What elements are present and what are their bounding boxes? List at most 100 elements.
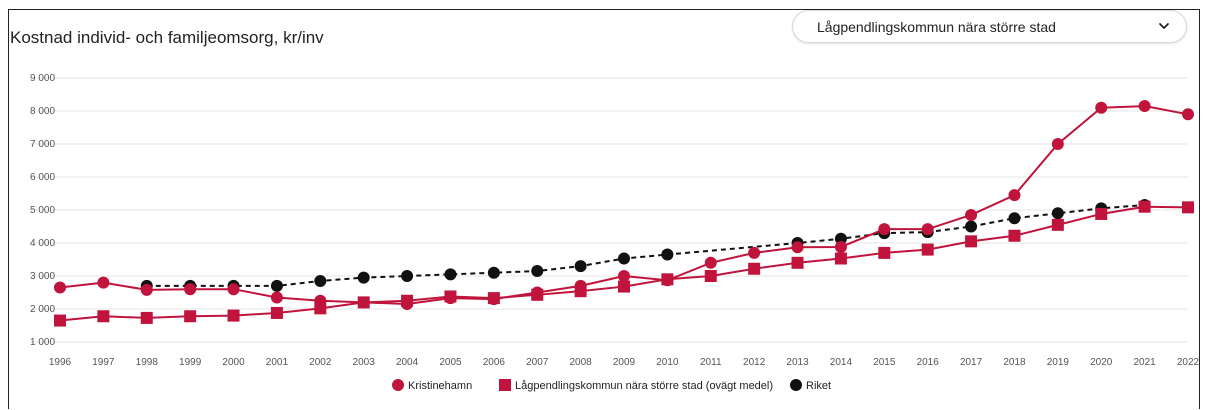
y-tick-label: 4 000 — [30, 238, 55, 249]
data-point[interactable] — [661, 274, 674, 287]
x-tick-label: 1997 — [92, 357, 115, 368]
data-point[interactable] — [314, 274, 327, 287]
data-point[interactable] — [401, 298, 414, 311]
data-point[interactable] — [965, 208, 978, 221]
x-tick-label: 2004 — [396, 357, 419, 368]
data-point[interactable] — [965, 235, 978, 248]
data-point[interactable] — [748, 246, 761, 259]
data-point[interactable] — [921, 243, 934, 256]
y-tick-label: 8 000 — [30, 106, 55, 117]
data-point[interactable] — [270, 291, 283, 304]
x-tick-label: 1999 — [179, 357, 202, 368]
data-point[interactable] — [1138, 100, 1151, 113]
data-point[interactable] — [1095, 101, 1108, 114]
data-point[interactable] — [748, 262, 761, 275]
data-point[interactable] — [878, 246, 891, 259]
data-point[interactable] — [1051, 207, 1064, 220]
data-point[interactable] — [661, 248, 674, 261]
y-tick-label: 7 000 — [30, 139, 55, 150]
legend-label[interactable]: Riket — [806, 380, 831, 392]
data-point[interactable] — [834, 232, 847, 245]
data-point[interactable] — [314, 294, 327, 307]
x-tick-label: 2011 — [700, 357, 722, 368]
data-point[interactable] — [487, 293, 500, 306]
data-point[interactable] — [227, 309, 240, 322]
data-point[interactable] — [834, 252, 847, 265]
data-point[interactable] — [227, 283, 240, 296]
x-tick-label: 2020 — [1090, 357, 1113, 368]
legend-marker — [392, 379, 404, 391]
data-point[interactable] — [357, 296, 370, 309]
data-point[interactable] — [97, 310, 110, 323]
data-point[interactable] — [1051, 138, 1064, 150]
data-point[interactable] — [140, 283, 153, 296]
data-point[interactable] — [791, 256, 804, 269]
x-tick-label: 2009 — [613, 357, 636, 368]
data-point[interactable] — [1008, 229, 1021, 242]
data-point[interactable] — [1095, 207, 1108, 220]
y-tick-label: 2 000 — [30, 304, 55, 315]
data-point[interactable] — [140, 311, 153, 324]
data-point[interactable] — [444, 292, 457, 305]
x-tick-label: 2001 — [266, 357, 289, 368]
data-point[interactable] — [444, 268, 457, 281]
x-tick-label: 2013 — [786, 357, 809, 368]
series-line — [146, 204, 1145, 287]
data-point[interactable] — [54, 281, 66, 294]
data-point[interactable] — [1051, 218, 1064, 231]
data-point[interactable] — [97, 276, 110, 289]
data-point[interactable] — [1008, 212, 1021, 225]
data-point[interactable] — [834, 240, 847, 253]
y-tick-label: 3 000 — [30, 271, 55, 282]
x-tick-label: 2012 — [743, 357, 766, 368]
data-point[interactable] — [921, 223, 934, 236]
data-point[interactable] — [270, 306, 283, 319]
x-tick-label: 1998 — [136, 357, 159, 368]
chart-title: Kostnad individ- och familjeomsorg, kr/i… — [10, 28, 324, 47]
dropdown-selected-value: Lågpendlingskommun nära större stad — [817, 19, 1056, 35]
data-point[interactable] — [531, 265, 544, 278]
data-point[interactable] — [54, 314, 66, 327]
x-tick-label: 2018 — [1003, 357, 1026, 368]
data-point[interactable] — [487, 266, 500, 279]
data-point[interactable] — [704, 270, 717, 282]
data-point[interactable] — [1182, 108, 1194, 121]
legend-marker — [499, 379, 511, 391]
legend-marker — [790, 379, 802, 391]
data-point[interactable] — [965, 220, 978, 233]
chevron-down-icon — [1159, 23, 1169, 29]
x-tick-label: 2022 — [1177, 357, 1200, 368]
data-point[interactable] — [878, 223, 891, 236]
x-tick-label: 2021 — [1133, 357, 1156, 368]
comparison-group-dropdown[interactable]: Lågpendlingskommun nära större stad — [792, 10, 1187, 43]
data-point[interactable] — [618, 252, 630, 265]
data-point[interactable] — [574, 279, 587, 292]
data-point[interactable] — [791, 241, 804, 254]
data-point[interactable] — [357, 271, 370, 284]
data-point[interactable] — [1138, 200, 1151, 213]
data-point[interactable] — [184, 310, 197, 323]
x-tick-label: 2007 — [526, 357, 549, 368]
data-point[interactable] — [184, 283, 197, 296]
data-point[interactable] — [531, 286, 544, 299]
data-point[interactable] — [270, 279, 283, 292]
data-point[interactable] — [1008, 189, 1021, 202]
data-point[interactable] — [704, 256, 717, 269]
legend-label[interactable]: Kristinehamn — [408, 380, 472, 392]
x-tick-label: 1996 — [49, 357, 72, 368]
x-tick-label: 2008 — [569, 357, 592, 368]
data-point[interactable] — [401, 270, 414, 282]
data-point[interactable] — [618, 270, 630, 282]
data-point[interactable] — [618, 280, 630, 293]
x-tick-label: 2017 — [960, 357, 983, 368]
legend-label[interactable]: Lågpendlingskommun nära större stad (ovä… — [515, 380, 773, 392]
x-tick-label: 2014 — [830, 357, 853, 368]
x-tick-label: 2000 — [222, 357, 245, 368]
x-tick-label: 2005 — [439, 357, 462, 368]
data-point[interactable] — [1182, 201, 1194, 214]
x-tick-label: 2006 — [483, 357, 506, 368]
data-point[interactable] — [574, 260, 587, 273]
y-tick-label: 6 000 — [30, 172, 55, 183]
x-tick-label: 2002 — [309, 357, 332, 368]
x-tick-label: 2015 — [873, 357, 896, 368]
